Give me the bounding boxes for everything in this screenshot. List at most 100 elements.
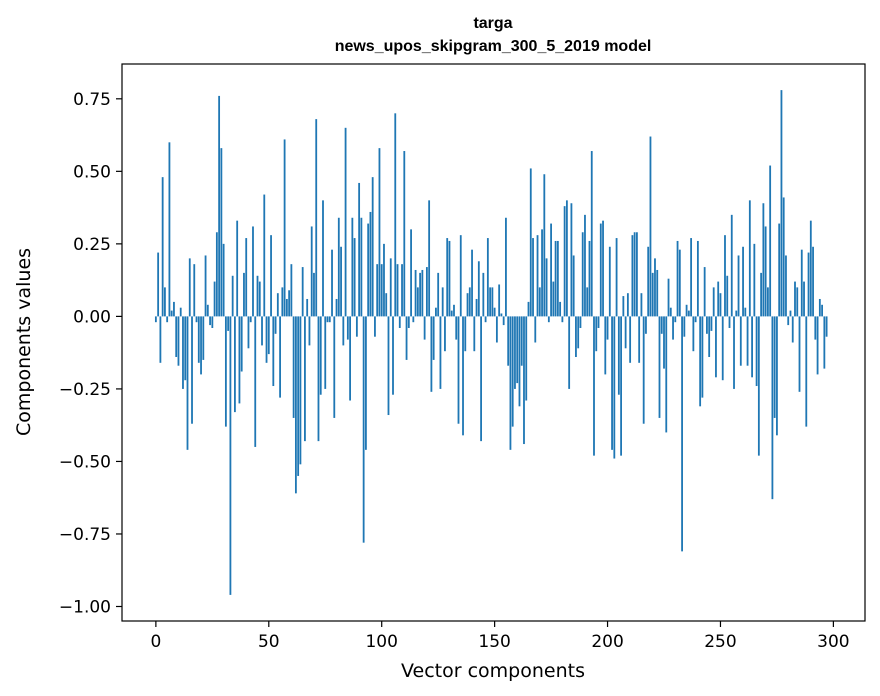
x-tick-label: 300 — [817, 632, 849, 652]
bar — [362, 316, 365, 543]
bar — [387, 316, 390, 416]
bar — [202, 316, 205, 360]
y-tick-label: 0.00 — [73, 307, 111, 327]
bar — [304, 316, 306, 442]
bar — [735, 310, 738, 317]
bar — [776, 316, 778, 436]
bar — [771, 316, 774, 500]
x-tick-label: 50 — [258, 632, 280, 652]
bar — [435, 307, 437, 317]
bar — [392, 316, 394, 395]
bar — [374, 316, 376, 337]
bar — [638, 316, 641, 363]
bar — [468, 287, 471, 317]
bar — [285, 298, 288, 317]
bar — [446, 238, 449, 317]
bar — [475, 298, 478, 317]
bar — [256, 275, 259, 317]
bar — [254, 316, 257, 447]
bar — [306, 298, 309, 317]
bar — [606, 316, 609, 340]
bar — [823, 316, 826, 369]
bar — [602, 220, 604, 317]
bar — [712, 287, 715, 317]
bar — [805, 316, 808, 427]
bar — [340, 246, 342, 317]
bar — [396, 264, 399, 317]
bar — [626, 293, 629, 317]
bar — [218, 95, 221, 317]
chart-title-line1: targa — [473, 15, 512, 32]
bar — [444, 316, 446, 352]
bar — [498, 284, 501, 317]
bar — [464, 316, 467, 352]
bar — [258, 281, 261, 317]
bar — [796, 287, 799, 317]
bar — [322, 200, 324, 317]
y-tick-label: 0.75 — [73, 90, 111, 110]
bar — [710, 316, 713, 331]
bar — [620, 316, 622, 456]
bar — [281, 287, 284, 317]
bar — [337, 217, 340, 317]
bar — [428, 200, 431, 317]
bar — [809, 220, 812, 317]
y-tick-label: −1.00 — [59, 597, 111, 617]
bar — [270, 235, 272, 317]
bar — [785, 255, 787, 317]
bar — [554, 240, 557, 317]
bar — [410, 229, 412, 317]
bar — [437, 272, 440, 317]
bar — [703, 267, 706, 317]
bar — [654, 258, 656, 317]
bar — [489, 287, 492, 317]
bar — [238, 316, 241, 404]
bar — [389, 258, 392, 317]
bar — [552, 281, 555, 317]
bar — [803, 281, 805, 317]
bar — [647, 246, 650, 317]
bar — [276, 293, 279, 317]
bar — [543, 174, 546, 317]
bar — [459, 235, 462, 317]
bar — [595, 316, 598, 352]
plot-frame — [121, 63, 866, 622]
bar — [545, 258, 548, 317]
bar — [538, 287, 541, 317]
bar — [505, 217, 507, 317]
bar — [636, 232, 638, 317]
bar — [482, 272, 485, 317]
bar — [794, 281, 796, 317]
bar — [331, 249, 333, 317]
bar — [660, 316, 663, 334]
y-tick-label: 0.50 — [73, 162, 111, 182]
bar — [674, 316, 677, 323]
x-tick-label: 250 — [704, 632, 736, 652]
y-tick-label: −0.25 — [59, 380, 111, 400]
bar — [261, 316, 263, 346]
bar — [412, 316, 415, 323]
bar — [191, 316, 193, 424]
bar — [769, 165, 772, 317]
bar — [687, 310, 690, 317]
bar — [211, 316, 214, 328]
bar — [615, 238, 618, 317]
bar — [584, 214, 586, 317]
x-tick-label: 200 — [591, 632, 623, 652]
bar — [527, 301, 530, 317]
bar — [516, 316, 519, 384]
bar — [378, 148, 381, 317]
x-axis-label: Vector components — [401, 660, 585, 682]
bar — [570, 203, 573, 317]
bar — [568, 316, 571, 389]
bar — [213, 281, 216, 317]
bar — [541, 229, 543, 317]
y-tick-label: 0.25 — [73, 235, 111, 255]
bar — [579, 316, 582, 328]
bar — [401, 264, 403, 317]
bar — [166, 316, 169, 323]
bar — [742, 246, 744, 317]
bar — [667, 278, 670, 317]
bar — [484, 316, 487, 323]
bar — [816, 316, 819, 375]
